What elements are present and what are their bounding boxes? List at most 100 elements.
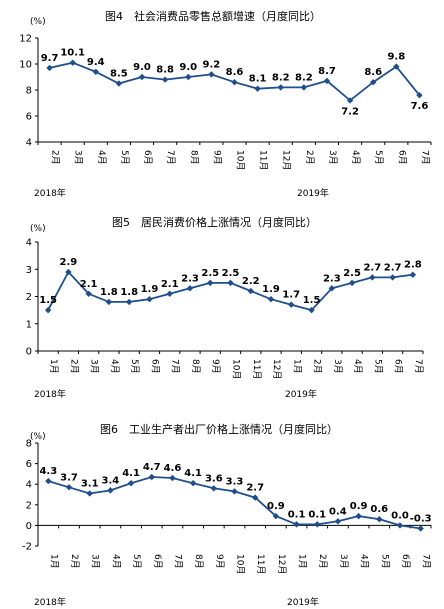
y-tick-label: 2 xyxy=(26,292,32,303)
data-point xyxy=(409,271,417,278)
x-tick-label: 10月 xyxy=(235,150,246,170)
data-point xyxy=(46,64,53,72)
x-tick-label: 7月 xyxy=(419,150,430,165)
data-point xyxy=(355,512,362,520)
x-tick-label: 5月 xyxy=(372,359,383,374)
data-point xyxy=(389,274,396,281)
x-tick-label: 4月 xyxy=(359,554,370,569)
x-tick-label: 10月 xyxy=(235,554,246,574)
x-tick-label: 6月 xyxy=(396,150,407,165)
data-point xyxy=(161,76,169,83)
data-point xyxy=(231,488,238,495)
x-tick-label: 4月 xyxy=(110,554,121,569)
x-tick-label: 7月 xyxy=(165,150,176,165)
x-tick-label: 12月 xyxy=(271,359,282,379)
y-tick-label: 0 xyxy=(26,521,32,532)
x-tick-label: 7月 xyxy=(413,359,424,374)
data-point xyxy=(146,296,153,303)
data-point xyxy=(65,268,72,276)
data-label: 0.1 xyxy=(308,509,326,520)
data-point xyxy=(314,521,321,528)
data-label: 3.1 xyxy=(81,478,99,489)
data-label: 8.6 xyxy=(226,67,244,78)
year-label: 2019年 xyxy=(297,187,329,199)
data-label: 9.2 xyxy=(203,59,221,70)
data-point xyxy=(44,306,52,314)
year-label: 2018年 xyxy=(34,388,66,400)
data-label: 10.1 xyxy=(60,48,85,59)
data-label: 8.2 xyxy=(295,72,313,83)
data-label: 4.1 xyxy=(122,468,140,479)
x-tick-label: 11月 xyxy=(255,554,266,574)
x-tick-label: 6月 xyxy=(142,150,153,165)
data-label: 2.7 xyxy=(363,262,381,273)
data-point xyxy=(247,287,254,295)
x-tick-label: 3月 xyxy=(332,359,343,374)
x-tick-label: 1月 xyxy=(48,554,59,569)
data-label: 2.5 xyxy=(222,268,240,279)
data-label: -0.3 xyxy=(410,513,432,524)
data-point xyxy=(288,301,295,308)
data-point xyxy=(396,522,404,529)
data-point xyxy=(207,279,214,287)
data-point xyxy=(300,84,308,91)
chart-title: 图5 居民消费价格上涨情况（月度同比） xyxy=(112,215,317,229)
x-tick-label: 9月 xyxy=(210,359,221,374)
data-point xyxy=(267,296,275,303)
x-tick-label: 4月 xyxy=(350,150,361,165)
data-point xyxy=(227,279,234,287)
data-label: 8.1 xyxy=(249,74,267,85)
year-label: 2018年 xyxy=(34,187,66,199)
data-point xyxy=(334,518,342,525)
data-point xyxy=(85,290,92,297)
y-tick-label: 12 xyxy=(19,34,32,45)
data-label: 4.1 xyxy=(184,468,202,479)
data-label: 0.9 xyxy=(267,501,285,512)
x-tick-label: 9月 xyxy=(211,150,222,165)
data-label: 2.9 xyxy=(60,257,78,268)
data-label: 7.6 xyxy=(411,101,429,112)
x-tick-label: 2月 xyxy=(50,150,61,165)
data-point xyxy=(115,80,123,87)
x-tick-label: 3月 xyxy=(90,554,101,569)
y-tick-label: 4 xyxy=(26,480,32,491)
x-tick-label: 2月 xyxy=(304,150,315,165)
data-point xyxy=(308,306,315,314)
y-tick-label: -2 xyxy=(22,542,32,553)
data-label: 9.4 xyxy=(87,57,105,68)
data-label: 3.6 xyxy=(205,473,223,484)
data-label: 1.7 xyxy=(282,290,300,301)
x-tick-label: 4月 xyxy=(109,359,120,374)
y-tick-label: 8 xyxy=(26,439,32,450)
x-tick-label: 4月 xyxy=(96,150,107,165)
chart-title: 图4 社会消费品零售总额增速（月度同比） xyxy=(105,9,321,23)
data-label: 0.6 xyxy=(370,504,388,515)
data-label: 9.7 xyxy=(41,53,59,64)
data-label: 4.3 xyxy=(39,466,57,477)
data-label: 2.1 xyxy=(161,279,179,290)
x-tick-label: 7月 xyxy=(170,359,181,374)
x-tick-label: 1月 xyxy=(297,554,308,569)
data-point xyxy=(69,59,76,66)
data-label: 3.3 xyxy=(226,476,244,487)
data-point xyxy=(185,73,192,81)
x-tick-label: 5月 xyxy=(379,554,390,569)
y-tick-label: 4 xyxy=(26,238,32,249)
x-tick-label: 12月 xyxy=(281,150,292,170)
data-label: 0.9 xyxy=(350,501,368,512)
data-label: 8.7 xyxy=(318,66,336,77)
x-tick-label: 3月 xyxy=(73,150,84,165)
x-tick-label: 8月 xyxy=(193,554,204,569)
data-point xyxy=(92,68,99,75)
y-tick-label: 10 xyxy=(19,60,32,71)
y-tick-label: 2 xyxy=(26,500,32,511)
data-point xyxy=(376,516,383,523)
data-label: 0.1 xyxy=(288,509,306,520)
y-tick-label: 4 xyxy=(26,138,32,149)
data-point xyxy=(370,79,377,86)
data-point xyxy=(166,290,173,297)
data-label: 9.0 xyxy=(133,62,151,73)
x-tick-label: 8月 xyxy=(188,150,199,165)
x-tick-label: 1月 xyxy=(291,359,302,374)
data-point xyxy=(277,84,284,91)
